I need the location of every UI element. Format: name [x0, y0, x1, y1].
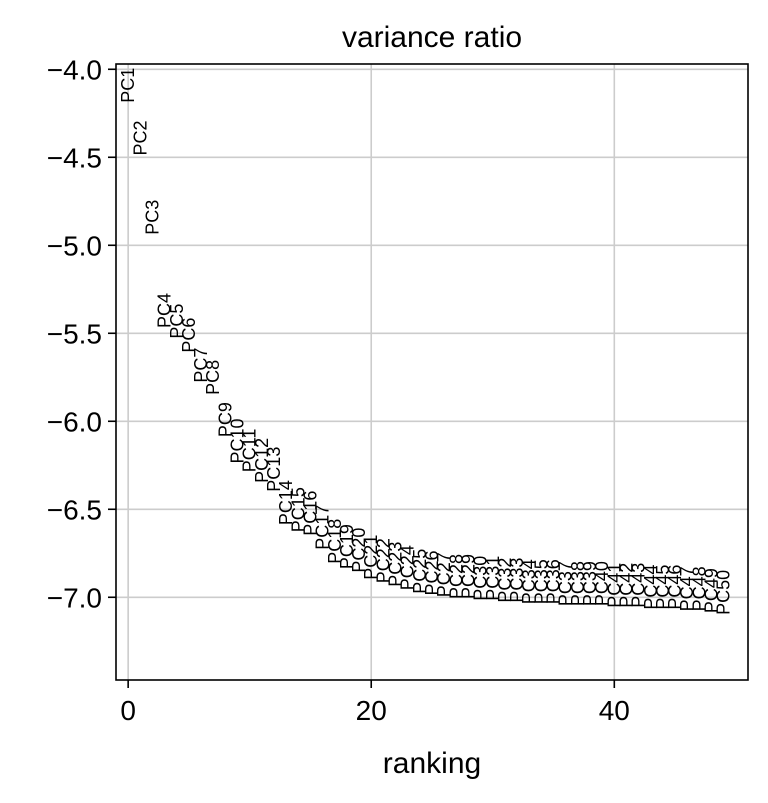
pc-label-point: PC46 [665, 565, 685, 610]
pc-label-point: PC8 [203, 360, 223, 395]
pc-label-point: PC50 [714, 570, 734, 615]
pc-label-point: PC5 [167, 304, 187, 339]
pc-label-point: PC30 [471, 556, 491, 601]
pc-labels: PC1PC2PC3PC4PC5PC6PC7PC8PC9PC10PC11PC12P… [118, 68, 734, 615]
pc-label-point: PC1 [118, 68, 138, 103]
pc-label-point: PC16 [301, 491, 321, 536]
axis-ticks: 0 20 40 −4.0 −4.5 −5.0 −5.5 −6.0 −6.5 −7.0 [47, 54, 630, 726]
pc-label-point: PC13 [264, 447, 284, 492]
pc-label-point: PC36 [544, 559, 564, 604]
x-tick-label: 40 [599, 695, 630, 726]
pc-label-point: PC10 [228, 418, 248, 463]
pc-label-point: PC26 [422, 550, 442, 595]
pc-label-point: PC49 [702, 568, 722, 613]
pc-label-point: PC47 [677, 566, 697, 611]
pc-label-point: PC28 [446, 554, 466, 599]
pc-label-point: PC39 [580, 561, 600, 606]
pc-label-point: PC41 [604, 563, 624, 608]
y-tick-label: −5.5 [47, 318, 102, 349]
pc-label-point: PC38 [568, 561, 588, 606]
chart-title: variance ratio [342, 21, 522, 54]
pc-label-point: PC14 [276, 480, 296, 525]
pc-label-point: PC19 [337, 524, 357, 569]
x-tick-label: 20 [356, 695, 387, 726]
pc-label-point: PC22 [373, 538, 393, 583]
pc-label-point: PC43 [629, 563, 649, 608]
pc-label-point: PC17 [313, 505, 333, 550]
y-tick-label: −7.0 [47, 582, 102, 613]
pc-label-point: PC9 [215, 402, 235, 437]
pc-label-point: PC31 [483, 556, 503, 601]
pc-label-point: PC32 [495, 558, 515, 603]
pc-label-point: PC23 [386, 542, 406, 587]
pc-label-point: PC7 [191, 348, 211, 383]
y-tick-label: −6.0 [47, 406, 102, 437]
y-tick-label: −5.0 [47, 230, 102, 261]
pc-label-point: PC18 [325, 519, 345, 564]
x-axis-title: ranking [383, 747, 481, 780]
pc-label-point: PC48 [689, 566, 709, 611]
pc-label-point: PC44 [641, 565, 661, 610]
pc-label-point: PC12 [252, 438, 272, 483]
pc-label-point: PC37 [556, 561, 576, 606]
pc-label-point: PC33 [507, 558, 527, 603]
x-tick-label: 0 [120, 695, 136, 726]
pc-label-point: PC34 [519, 559, 539, 604]
pc-label-point: PC45 [653, 565, 673, 610]
pc-label-point: PC11 [240, 429, 260, 473]
pc-label-point: PC2 [130, 120, 150, 155]
pc-label-point: PC21 [361, 535, 381, 580]
pc-label-point: PC40 [592, 561, 612, 606]
pc-label-point: PC4 [155, 293, 175, 328]
grid [116, 64, 748, 680]
pc-label-point: PC6 [179, 318, 199, 353]
pc-label-point: PC25 [410, 549, 430, 594]
pc-label-point: PC35 [531, 559, 551, 604]
pc-label-point: PC27 [434, 552, 454, 597]
pc-label-point: PC29 [459, 554, 479, 599]
y-tick-label: −4.5 [47, 142, 102, 173]
pc-label-point: PC3 [143, 200, 163, 235]
pc-label-point: PC24 [398, 545, 418, 590]
plot-frame [115, 63, 749, 681]
pc-label-point: PC15 [288, 487, 308, 532]
pc-label-point: PC20 [349, 528, 369, 573]
pc-label-point: PC42 [617, 563, 637, 608]
y-tick-label: −4.0 [47, 54, 102, 85]
y-tick-label: −6.5 [47, 494, 102, 525]
